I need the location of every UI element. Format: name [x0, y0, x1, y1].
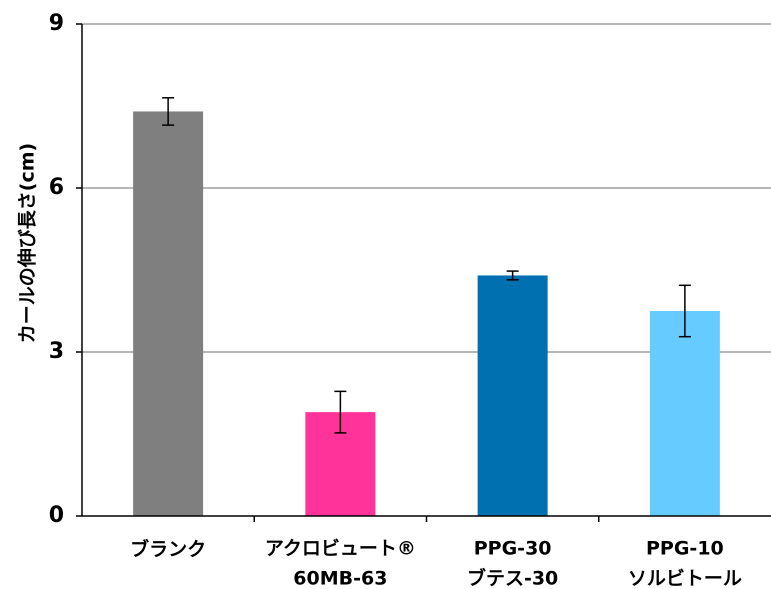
category-label: ブテス-30: [467, 567, 558, 589]
category-label: PPG-10: [646, 538, 724, 560]
bar: [133, 111, 204, 516]
bars: [133, 111, 720, 516]
y-tick-labels: 0 3 6 9: [49, 11, 64, 528]
bar: [477, 275, 548, 516]
bar: [649, 311, 720, 516]
error-bar: [334, 390, 347, 434]
error-bars: [162, 97, 691, 434]
category-label: PPG-30: [474, 538, 552, 560]
error-bar: [162, 97, 175, 126]
category-label: 60MB-63: [293, 568, 387, 589]
error-bar: [678, 284, 691, 338]
y-axis-title: カールの伸び長さ(cm): [16, 143, 39, 343]
y-tick-label: 6: [49, 175, 64, 200]
category-label: ソルビトール: [628, 568, 742, 589]
category-label: ブランク: [130, 538, 206, 561]
y-tick-label: 0: [49, 503, 64, 528]
y-tick-label: 9: [49, 11, 64, 36]
category-labels: ブランク アクロビュート® 60MB-63 PPG-30 ブテス-30 PPG-10 ソルビ…: [130, 538, 742, 589]
error-bar: [506, 270, 519, 281]
y-tick-label: 3: [49, 339, 64, 364]
axes: [76, 23, 771, 522]
category-label: アクロビュート®: [265, 538, 416, 560]
